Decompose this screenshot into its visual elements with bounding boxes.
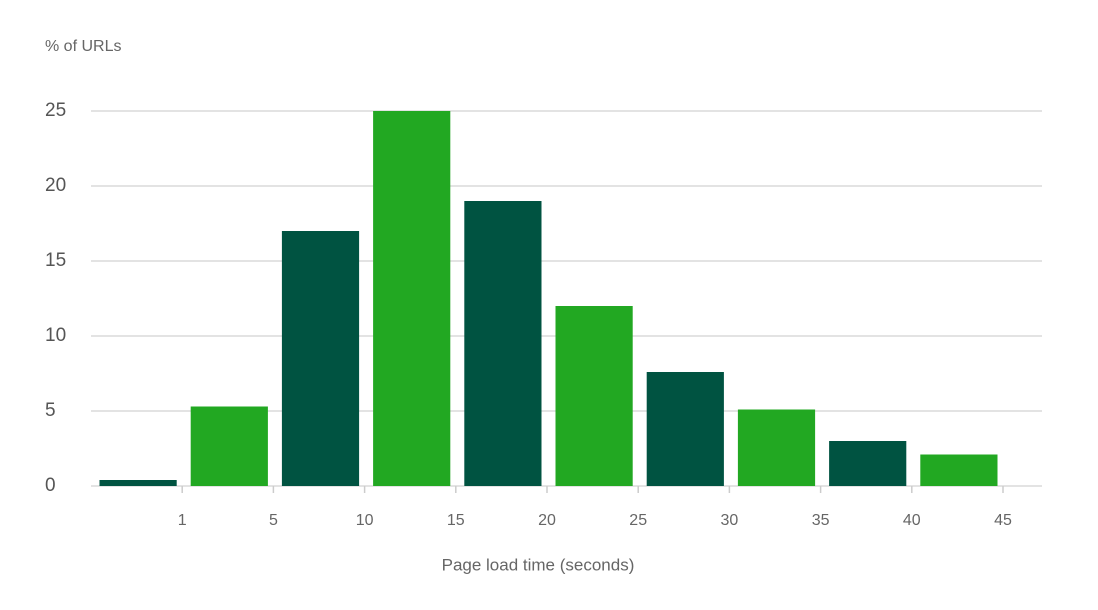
bar [373,111,451,486]
x-tick-label: 20 [538,512,556,529]
bar [190,406,268,486]
y-tick-label: 20 [45,175,66,196]
x-tick-label: 25 [629,512,647,529]
y-tick-label: 10 [45,325,66,346]
x-tick-label: 45 [994,512,1012,529]
x-tick-label: 10 [356,512,374,529]
bar [281,231,360,486]
bar [737,409,816,486]
x-tick-label: 35 [812,512,830,529]
bar [829,441,907,486]
y-tick-label: 15 [45,250,66,271]
x-tick-label: 30 [721,512,739,529]
x-axis-label: Page load time (seconds) [442,555,635,574]
bar [920,454,998,486]
y-tick-label: 0 [45,475,56,496]
x-tick-label: 40 [903,512,921,529]
bar [464,201,542,486]
y-tick-label: 25 [45,100,66,121]
x-tick-label: 1 [178,512,187,529]
bar [646,372,724,486]
x-tick-label: 15 [447,512,465,529]
y-axis-label: % of URLs [45,38,121,55]
x-tick-label: 5 [269,512,278,529]
bar [555,306,633,486]
y-tick-label: 5 [45,400,56,421]
bar [99,480,177,486]
